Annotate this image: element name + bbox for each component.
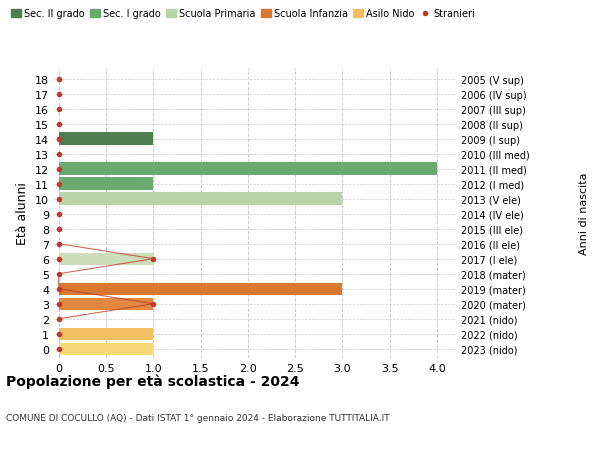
- Bar: [59, 283, 343, 295]
- Bar: [59, 133, 154, 146]
- Bar: [59, 298, 154, 310]
- Legend: Sec. II grado, Sec. I grado, Scuola Primaria, Scuola Infanzia, Asilo Nido, Stran: Sec. II grado, Sec. I grado, Scuola Prim…: [11, 10, 475, 19]
- Y-axis label: Anni di nascita: Anni di nascita: [579, 172, 589, 255]
- Bar: [59, 328, 154, 340]
- Bar: [59, 163, 437, 175]
- Y-axis label: Età alunni: Età alunni: [16, 182, 29, 245]
- Bar: [59, 253, 154, 265]
- Bar: [59, 193, 343, 205]
- Bar: [59, 178, 154, 190]
- Text: COMUNE DI COCULLO (AQ) - Dati ISTAT 1° gennaio 2024 - Elaborazione TUTTITALIA.IT: COMUNE DI COCULLO (AQ) - Dati ISTAT 1° g…: [6, 413, 389, 422]
- Bar: [59, 343, 154, 355]
- Text: Popolazione per età scolastica - 2024: Popolazione per età scolastica - 2024: [6, 374, 299, 389]
